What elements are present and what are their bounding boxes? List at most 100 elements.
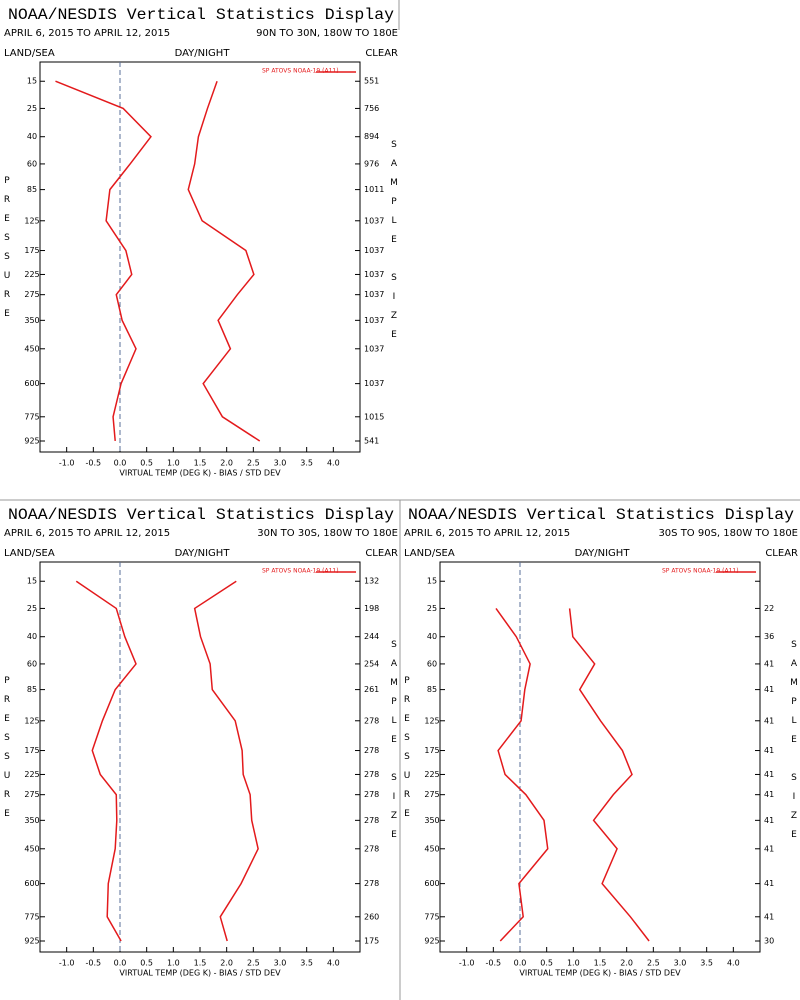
- sample-size-label: 894: [364, 132, 379, 141]
- sample-size-label: 1037: [364, 344, 384, 353]
- sample-size-label: 244: [364, 632, 379, 641]
- y2-axis-label: SAMPLE SIZE: [789, 640, 799, 849]
- y-tick-label: 925: [424, 936, 439, 945]
- bias-line: [75, 580, 137, 942]
- x-tick-label: 3.5: [300, 459, 313, 468]
- sample-size-label: 541: [364, 436, 379, 445]
- y-tick-label: 175: [24, 746, 39, 755]
- y-tick-label: 125: [24, 716, 39, 725]
- sample-size-label: 30: [764, 936, 774, 945]
- y-tick-label: 600: [24, 879, 39, 888]
- std-dev-line: [568, 608, 650, 942]
- y-tick-label: 175: [24, 246, 39, 255]
- x-axis-label: VIRTUAL TEMP (DEG K) - BIAS / STD DEV: [119, 469, 281, 478]
- sample-size-label: 132: [364, 577, 379, 586]
- sample-size-label: 41: [764, 844, 774, 853]
- x-axis-label: VIRTUAL TEMP (DEG K) - BIAS / STD DEV: [519, 969, 681, 978]
- sample-size-label: 1037: [364, 270, 384, 279]
- y-tick-label: 775: [24, 412, 39, 421]
- y-tick-label: 85: [427, 685, 437, 694]
- y-tick-label: 40: [27, 132, 37, 141]
- header-left: LAND/SEA: [404, 548, 455, 559]
- x-tick-label: 0.5: [140, 459, 153, 468]
- sample-size-label: 41: [764, 746, 774, 755]
- y-tick-label: 350: [24, 816, 39, 825]
- header-left: LAND/SEA: [4, 548, 55, 559]
- x-tick-label: 4.0: [727, 959, 740, 968]
- x-tick-label: 3.0: [274, 459, 287, 468]
- sample-size-label: 278: [364, 770, 379, 779]
- plot-frame: [439, 561, 761, 953]
- panel: NOAA/NESDIS Vertical Statistics Display A…: [2, 506, 399, 977]
- sample-size-label: 278: [364, 716, 379, 725]
- x-axis-label: VIRTUAL TEMP (DEG K) - BIAS / STD DEV: [119, 969, 281, 978]
- y-tick-label: 40: [27, 632, 37, 641]
- y-tick-label: 60: [427, 659, 437, 668]
- y-tick-label: 85: [27, 685, 37, 694]
- sample-size-label: 41: [764, 816, 774, 825]
- sample-size-label: 1037: [364, 379, 384, 388]
- sample-size-label: 36: [764, 632, 774, 641]
- x-tick-label: 1.0: [167, 959, 180, 968]
- sample-size-label: 278: [364, 790, 379, 799]
- x-tick-label: -1.0: [459, 959, 475, 968]
- y-tick-label: 175: [424, 746, 439, 755]
- y-axis-label: PRESSURE: [2, 676, 12, 828]
- x-tick-label: 2.0: [620, 959, 633, 968]
- sample-size-label: 41: [764, 790, 774, 799]
- y-tick-label: 350: [424, 816, 439, 825]
- sample-size-label: 278: [364, 879, 379, 888]
- sample-size-label: 41: [764, 685, 774, 694]
- std-dev-line: [187, 80, 261, 442]
- panel-title: NOAA/NESDIS Vertical Statistics Display: [408, 506, 794, 524]
- sample-size-label: 1037: [364, 290, 384, 299]
- panel: NOAA/NESDIS Vertical Statistics Display A…: [402, 506, 799, 977]
- y-tick-label: 775: [24, 912, 39, 921]
- x-tick-label: 4.0: [327, 959, 340, 968]
- header-right: CLEAR: [365, 548, 398, 559]
- y-tick-label: 15: [27, 77, 37, 86]
- x-tick-label: -0.5: [86, 459, 102, 468]
- y-tick-label: 25: [27, 604, 37, 613]
- x-tick-label: 0.0: [514, 959, 527, 968]
- x-tick-label: -0.5: [86, 959, 102, 968]
- y-tick-label: 350: [24, 316, 39, 325]
- header-center: DAY/NIGHT: [175, 548, 231, 559]
- x-tick-label: -1.0: [59, 959, 75, 968]
- sample-size-label: 551: [364, 77, 379, 86]
- sample-size-label: 278: [364, 816, 379, 825]
- y-axis-label: PRESSURE: [2, 176, 12, 328]
- sample-size-label: 756: [364, 104, 379, 113]
- sample-size-label: 41: [764, 879, 774, 888]
- region: 30S TO 90S, 180W TO 180E: [658, 528, 798, 539]
- x-tick-label: 0.5: [540, 959, 553, 968]
- y-tick-label: 125: [424, 716, 439, 725]
- y-tick-label: 225: [424, 770, 439, 779]
- y-tick-label: 275: [24, 290, 39, 299]
- header-center: DAY/NIGHT: [175, 48, 231, 59]
- x-tick-label: 1.5: [594, 959, 607, 968]
- bias-line: [55, 80, 152, 442]
- x-tick-label: 0.5: [140, 959, 153, 968]
- y2-axis-label: SAMPLE SIZE: [389, 640, 399, 849]
- x-tick-label: -0.5: [486, 959, 502, 968]
- sample-size-label: 175: [364, 936, 379, 945]
- sample-size-label: 41: [764, 716, 774, 725]
- y-tick-label: 450: [24, 844, 39, 853]
- y-tick-label: 450: [24, 344, 39, 353]
- x-tick-label: 1.5: [194, 959, 207, 968]
- y-tick-label: 925: [24, 936, 39, 945]
- x-tick-label: 4.0: [327, 459, 340, 468]
- y-tick-label: 600: [424, 879, 439, 888]
- sample-size-label: 41: [764, 912, 774, 921]
- y-tick-label: 125: [24, 216, 39, 225]
- y-tick-label: 775: [424, 912, 439, 921]
- plot-frame: [39, 561, 361, 953]
- x-tick-label: -1.0: [59, 459, 75, 468]
- y2-axis-label: SAMPLE SIZE: [389, 140, 399, 349]
- y-tick-label: 15: [27, 577, 37, 586]
- std-dev-line: [193, 580, 259, 942]
- legend-label: SP ATOVS NOAA-19 (A11): [262, 68, 339, 75]
- header-left: LAND/SEA: [4, 48, 55, 59]
